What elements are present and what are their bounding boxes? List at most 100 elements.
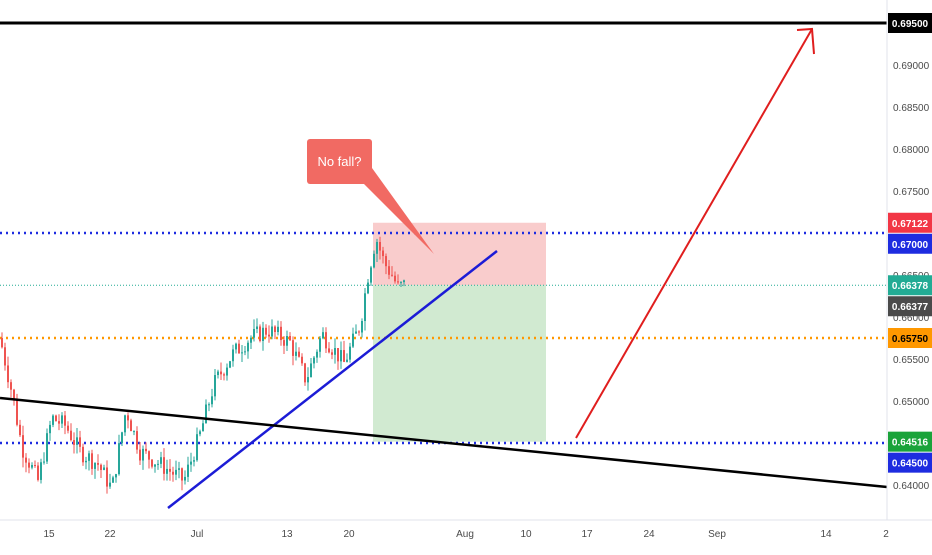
candle-body-30 (91, 453, 93, 469)
candle-body-87 (262, 327, 264, 341)
candle-body-86 (259, 326, 261, 341)
candle-body-8 (25, 457, 27, 463)
candle-body-35 (106, 467, 108, 487)
callout-annotation[interactable]: No fall? (307, 139, 434, 254)
candle-body-71 (214, 375, 216, 397)
candle-body-51 (154, 464, 156, 467)
candle-body-123 (370, 267, 372, 283)
candle-body-130 (391, 274, 393, 276)
candle-body-55 (166, 468, 168, 474)
candle-body-105 (316, 351, 318, 358)
price-badge-text-3: 0.66378 (892, 281, 929, 292)
candle-body-47 (142, 448, 144, 461)
time-tick-3: 13 (281, 529, 293, 540)
candle-body-42 (127, 415, 129, 421)
callout-text: No fall? (317, 154, 361, 169)
candle-body-89 (268, 334, 270, 337)
candle-body-79 (238, 343, 240, 354)
candle-body-16 (49, 424, 51, 434)
candle-body-115 (346, 359, 348, 362)
candle-body-80 (241, 352, 243, 354)
candle-body-132 (397, 281, 399, 283)
candle-body-85 (256, 326, 258, 329)
price-tick-3: 0.67500 (893, 187, 930, 198)
candle-body-23 (70, 430, 72, 441)
forecast-arrow-head (796, 27, 815, 55)
candle-body-97 (292, 340, 294, 356)
candle-body-88 (265, 327, 267, 335)
callout-box (307, 139, 372, 184)
candlestick-series (1, 236, 405, 494)
candle-body-27 (82, 446, 84, 463)
candle-body-34 (103, 467, 105, 470)
candle-body-92 (277, 326, 279, 333)
candle-body-64 (193, 460, 195, 462)
candle-body-10 (31, 465, 33, 468)
candle-body-25 (76, 437, 78, 445)
candle-body-100 (301, 356, 303, 364)
candle-body-90 (271, 326, 273, 337)
candle-body-103 (310, 363, 312, 378)
candle-body-63 (190, 461, 192, 465)
candle-body-98 (295, 351, 297, 356)
price-tick-6: 0.65500 (893, 355, 930, 366)
candle-body-3 (10, 382, 12, 390)
candle-body-76 (229, 361, 231, 368)
candle-body-73 (220, 371, 222, 375)
time-axis[interactable]: 15 22 Jul 13 20 Aug 10 17 24 Sep 14 2 (43, 529, 889, 540)
candle-body-106 (319, 338, 321, 352)
price-badge-text-0: 0.69500 (892, 19, 929, 30)
candle-body-19 (58, 421, 60, 424)
forecast-arrow[interactable] (575, 27, 815, 439)
price-tick-7: 0.65000 (893, 397, 930, 408)
candle-body-133 (400, 282, 402, 284)
candle-body-114 (343, 350, 345, 362)
ascending-trendline[interactable] (167, 250, 498, 509)
candle-body-66 (199, 431, 201, 435)
time-tick-6: 10 (520, 529, 532, 540)
candle-body-21 (64, 415, 66, 426)
candle-body-134 (403, 280, 405, 283)
candle-body-96 (289, 335, 291, 341)
price-badge-text-1: 0.67122 (892, 219, 929, 230)
time-tick-5: Aug (456, 529, 474, 540)
candle-body-120 (361, 320, 363, 333)
candle-body-15 (46, 433, 48, 462)
candle-body-104 (313, 357, 315, 364)
candle-body-113 (340, 350, 342, 362)
candle-body-6 (19, 424, 21, 436)
candle-body-26 (79, 437, 81, 447)
candle-body-70 (211, 396, 213, 405)
candle-body-46 (139, 449, 141, 461)
candle-body-24 (73, 440, 75, 445)
candle-body-53 (160, 457, 162, 464)
time-tick-11: 2 (883, 529, 889, 540)
candle-body-49 (148, 451, 150, 460)
descending-trendline[interactable] (0, 396, 888, 489)
time-tick-2: Jul (191, 529, 204, 540)
candle-body-116 (349, 346, 351, 360)
candle-body-94 (283, 340, 285, 346)
candle-body-5 (16, 400, 18, 425)
candle-body-18 (55, 415, 57, 422)
candle-body-84 (253, 328, 255, 338)
time-tick-1: 22 (104, 529, 116, 540)
candle-body-91 (274, 326, 276, 333)
time-tick-0: 15 (43, 529, 55, 540)
candle-body-0 (1, 338, 3, 348)
price-tick-8: 0.64000 (893, 481, 930, 492)
candle-body-17 (52, 415, 54, 425)
price-badge-3 (888, 275, 932, 296)
candle-body-107 (322, 332, 324, 339)
price-tick-1: 0.68500 (893, 103, 930, 114)
candle-body-83 (250, 337, 252, 343)
candle-body-52 (157, 463, 159, 465)
candle-body-101 (304, 363, 306, 383)
candle-body-33 (100, 464, 102, 470)
price-badge-0 (888, 13, 932, 33)
candle-body-1 (4, 347, 6, 366)
candle-body-2 (7, 365, 9, 383)
candle-body-93 (280, 326, 282, 341)
